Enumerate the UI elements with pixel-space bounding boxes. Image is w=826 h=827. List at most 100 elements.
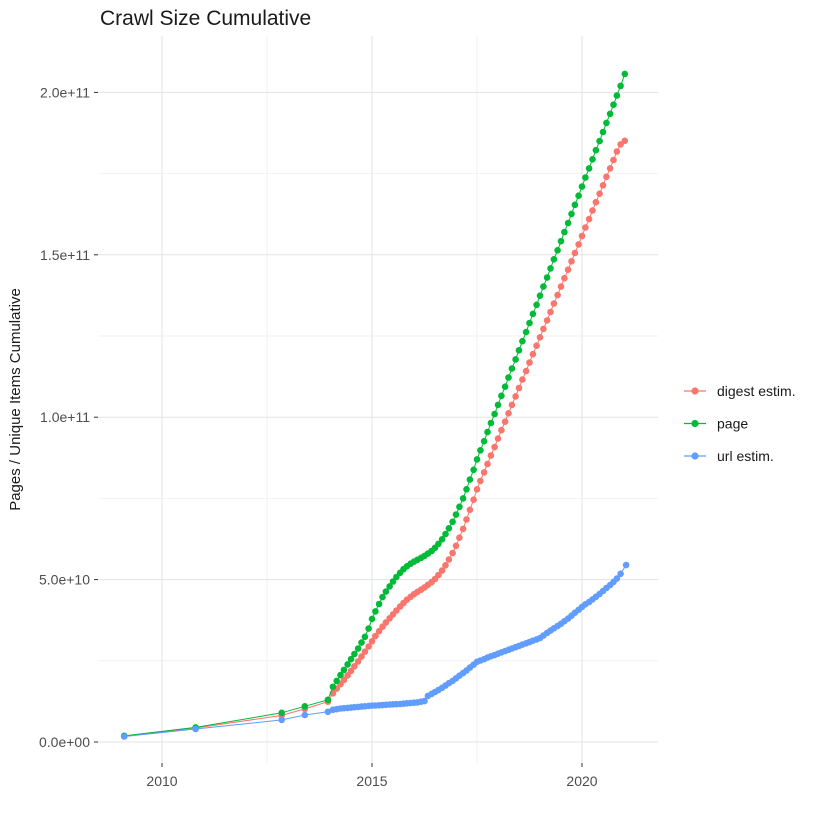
data-point [508,401,516,409]
data-point [351,650,358,658]
data-point [470,496,477,504]
data-point [480,469,488,476]
data-point [449,549,456,557]
data-point [621,70,629,78]
data-point [557,237,565,245]
data-point [351,663,358,670]
data-point [596,190,603,197]
data-point [365,625,372,632]
data-point [547,265,554,272]
series-page [120,70,629,740]
legend-item-page: page [684,416,748,432]
data-point [379,593,386,601]
data-point [487,452,495,459]
data-point [477,447,484,454]
data-point [491,443,498,451]
data-point [547,308,554,316]
x-axis-tick-label: 2010 [146,773,177,789]
data-point [487,419,495,427]
data-point [435,540,442,548]
axis-tick-labels: 2010 2015 2020 0.0e+00 5.0e+10 1.0e+11 1.5e+11… [39,84,598,789]
data-point [578,183,586,190]
legend-key-dot [691,419,699,428]
data-point [543,274,551,281]
data-point [571,201,579,209]
data-point [435,571,442,579]
data-point [375,627,383,635]
data-point [512,393,519,400]
data-point [120,733,128,740]
data-point [358,639,365,646]
data-point [622,561,630,569]
data-point [301,703,309,710]
data-point [599,128,607,136]
data-point [368,615,376,623]
data-point [582,224,589,231]
data-point [508,365,516,372]
y-axis-title: Pages / Unique Items Cumulative [7,288,24,511]
data-point [621,137,629,145]
data-point [515,347,523,354]
data-point [324,708,332,716]
data-point [480,437,488,445]
data-point [466,506,474,514]
y-axis-tick-label: 2.0e+11 [40,84,90,100]
data-point [536,334,544,341]
legend-key-dot [691,387,699,395]
data-point [494,435,502,442]
data-point [456,534,463,541]
data-point [301,711,309,719]
y-axis-tick-label: 1.5e+11 [40,247,90,263]
data-point [329,683,337,691]
data-point [540,283,547,290]
series-digest-estim [120,137,629,740]
data-point [550,255,558,263]
data-point [599,182,607,189]
legend-label: digest estim. [717,383,796,399]
data-series-layer [120,70,630,740]
data-point [585,215,593,223]
data-point [368,638,376,645]
x-axis-tick-label: 2015 [356,773,387,789]
data-point [592,146,600,154]
data-point [592,198,600,206]
data-point [585,165,593,172]
data-point [526,319,533,327]
data-point [529,350,537,358]
data-point [582,174,589,181]
data-point [361,633,369,641]
data-point [449,518,456,526]
data-point [589,156,596,163]
data-point [515,384,523,392]
data-point [463,516,470,523]
data-point [347,667,355,675]
series-url-estim [120,561,630,740]
data-point [606,165,614,172]
axis-tick-marks [94,91,583,767]
data-point [613,92,621,99]
data-point [613,148,621,155]
data-point [421,697,428,705]
data-point [445,556,453,563]
data-point [498,426,505,434]
data-point [337,671,344,679]
data-point [610,101,617,108]
data-point [372,632,379,640]
data-point [438,567,446,574]
data-point [533,301,540,309]
data-point [589,207,596,214]
data-point [564,219,572,227]
data-point [452,542,460,550]
data-point [382,588,390,595]
data-point [578,232,586,240]
y-axis-tick-label: 1.0e+11 [40,409,90,425]
data-point [554,291,561,299]
data-point [536,292,544,300]
data-point [192,725,199,733]
data-point [606,110,614,118]
data-point [473,486,481,493]
data-point [494,401,502,409]
